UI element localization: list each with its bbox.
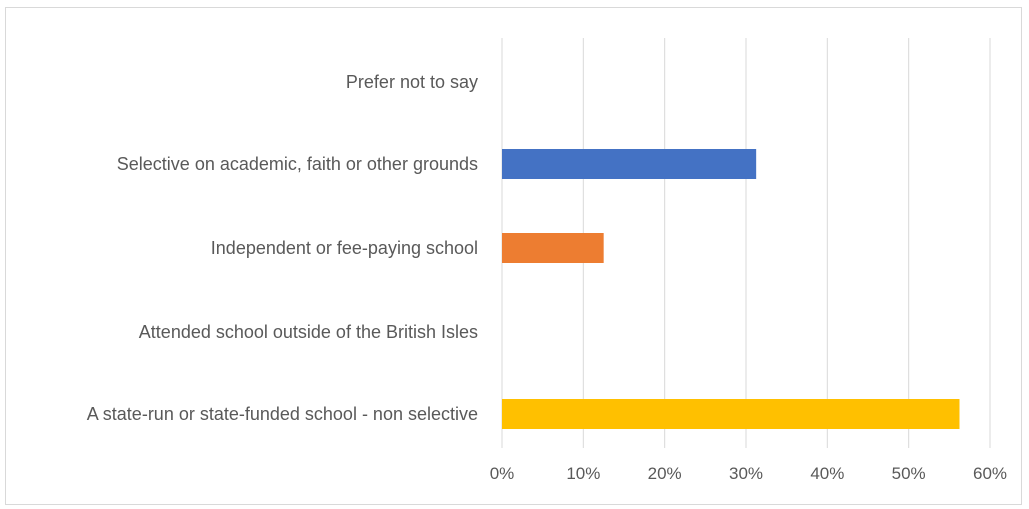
x-tick-label: 30% (729, 464, 763, 483)
category-label: Independent or fee-paying school (211, 238, 478, 258)
x-tick-label: 50% (892, 464, 926, 483)
bar (502, 149, 757, 179)
category-label: Attended school outside of the British I… (139, 322, 478, 342)
x-tick-label: 0% (490, 464, 515, 483)
chart-frame: Prefer not to say Selective on academic, … (5, 7, 1022, 505)
category-label: Selective on academic, faith or other gr… (117, 154, 478, 174)
bar (502, 399, 960, 429)
x-tick-label: 40% (810, 464, 844, 483)
gridlines (501, 38, 991, 448)
category-label: A state-run or state-funded school - non… (87, 404, 478, 424)
bars (502, 149, 960, 429)
bar-chart: Prefer not to say Selective on academic, … (87, 38, 1007, 483)
x-tick-label: 10% (566, 464, 600, 483)
x-tick-label: 60% (973, 464, 1007, 483)
category-label: Prefer not to say (346, 72, 478, 92)
bar (502, 233, 604, 263)
x-tick-label: 20% (648, 464, 682, 483)
x-axis-tick-labels: 0% 10% 20% 30% 40% 50% 60% (490, 464, 1007, 483)
category-labels: Prefer not to say Selective on academic, … (87, 72, 478, 424)
